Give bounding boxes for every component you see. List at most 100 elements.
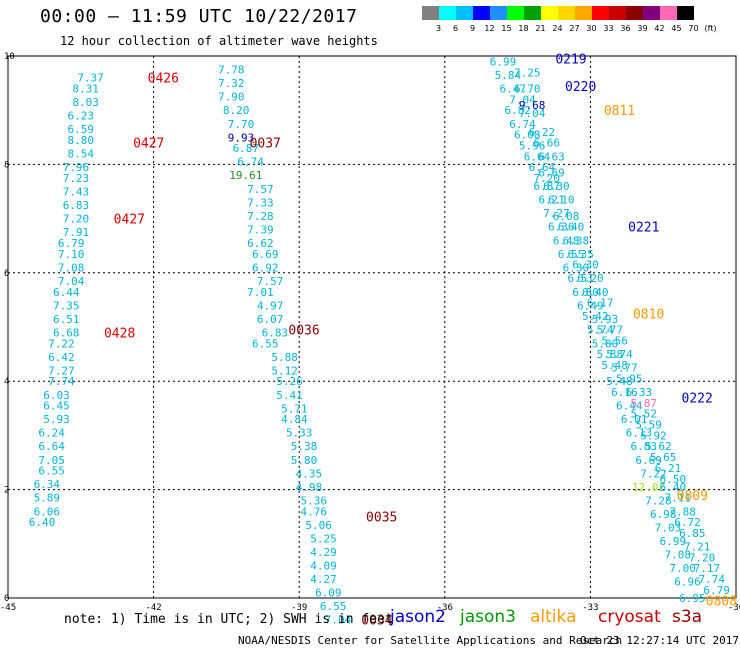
scale-label: (ft) (704, 24, 717, 33)
scale-swatch (626, 6, 643, 20)
wave-height-value: 5.93 (592, 313, 619, 326)
wave-height-value: 6.44 (616, 400, 643, 413)
satellite-altika-label: altika (530, 607, 577, 627)
wave-height-value: 6.79 (58, 237, 85, 250)
scale-label: 12 (484, 24, 495, 33)
scale-swatch (575, 6, 592, 20)
wave-height-value: 6.13 (626, 427, 653, 440)
wave-height-value: 5.62 (645, 440, 672, 453)
scale-swatch (439, 6, 456, 20)
wave-height-value: 7.04 (519, 107, 546, 120)
generated-timestamp: Oct 23 12:27:14 UTC 2017 (580, 634, 739, 647)
wave-height-value: 5.84 (495, 69, 522, 82)
wave-height-value: 5.93 (43, 413, 70, 426)
chart-title: 00:00 – 11:59 UTC 10/22/2017 (40, 6, 358, 27)
wave-height-value: 19.61 (229, 169, 262, 182)
scale-label: 70 (688, 24, 699, 33)
wave-height-value: 5.95 (616, 372, 643, 385)
wave-height-value: 6.21 (655, 462, 682, 475)
scale-label: 21 (535, 24, 546, 33)
scale-label: 45 (671, 24, 682, 33)
wave-height-value: 4.09 (310, 559, 337, 572)
wave-height-value: 5.74 (587, 324, 614, 337)
wave-height-value: 7.28 (247, 210, 274, 223)
wave-height-value: 5.65 (650, 451, 677, 464)
wave-height-value: 5.56 (601, 335, 628, 348)
wave-height-value: 5.06 (305, 519, 332, 532)
wave-height-value: 6.79 (703, 584, 730, 597)
wave-height-value: 6.06 (34, 505, 61, 518)
wave-height-value: 6.42 (48, 351, 75, 364)
scale-label: 9 (469, 24, 476, 33)
scale-swatch (677, 6, 694, 20)
wave-height-value: 5.88 (271, 351, 298, 364)
wave-height-value: 5.42 (582, 310, 609, 323)
wave-height-value: 5.36 (301, 494, 328, 507)
wave-height-value: 6.44 (53, 286, 80, 299)
wave-height-value: 6.59 (68, 123, 95, 136)
wave-height-value: 6.07 (257, 313, 284, 326)
pass-time-label: 0810 (633, 307, 664, 322)
scale-label: 42 (654, 24, 665, 33)
wave-height-value: 7.04 (58, 275, 85, 288)
wave-height-value: 5.48 (601, 359, 628, 372)
wave-height-value: 7.43 (63, 186, 90, 199)
x-tick-label: -33 (582, 603, 598, 613)
wave-height-value: 5.71 (281, 402, 308, 415)
wave-height-value: 5.89 (34, 492, 61, 505)
y-tick-label: 10 (4, 52, 15, 62)
wave-height-value: 5.41 (276, 389, 303, 402)
wave-height-value: 7.57 (257, 275, 284, 288)
wave-height-value: 6.33 (626, 386, 653, 399)
wave-height-value: 5.26 (276, 375, 303, 388)
wave-height-value: 6.70 (514, 83, 541, 96)
wave-height-value: 5.59 (635, 419, 662, 432)
wave-height-value: 6.83 (631, 440, 658, 453)
wave-height-value: 7.23 (63, 172, 90, 185)
wave-height-value: 6.40 (558, 221, 585, 234)
y-tick-label: 4 (4, 377, 9, 387)
wave-height-value: 5.80 (592, 337, 619, 350)
scale-swatch (456, 6, 473, 20)
footer-note: note: 1) Time is in UTC; 2) SWH is in fe… (64, 612, 393, 627)
wave-height-value: 6.40 (582, 286, 609, 299)
wave-height-value: 7.90 (218, 91, 245, 104)
wave-height-value: 6.63 (538, 150, 565, 163)
pass-time-label: 0809 (677, 489, 708, 504)
scale-label: 39 (637, 24, 648, 33)
wave-height-value: 6.01 (621, 413, 648, 426)
wave-height-value: 6.48 (553, 234, 580, 247)
pass-time-label: 0036 (288, 324, 319, 339)
scale-swatch (592, 6, 609, 20)
wave-height-value: 7.27 (543, 207, 570, 220)
wave-height-value: 5.25 (310, 532, 337, 545)
y-tick-label: 2 (4, 486, 9, 496)
satellite-s3a-label: s3a (672, 607, 703, 627)
scale-label: 36 (620, 24, 631, 33)
scale-swatch (490, 6, 507, 20)
scale-label: 18 (518, 24, 529, 33)
wave-height-value: 6.68 (53, 326, 80, 339)
wave-height-value: 6.98 (650, 508, 677, 521)
wave-height-value: 7.57 (247, 183, 274, 196)
y-tick-label: 8 (4, 160, 9, 170)
wave-height-value: 6.55 (252, 337, 279, 350)
satellite-cryosat-label: cryosat (598, 607, 661, 627)
wave-height-value: 5.96 (519, 139, 546, 152)
wave-height-value: 6.83 (262, 326, 289, 339)
wave-height-value: 6.35 (567, 248, 594, 261)
wave-height-value: 8.54 (68, 148, 95, 161)
wave-height-value: 9.93 (228, 131, 255, 144)
wave-height-value: 6.92 (252, 261, 279, 274)
wave-height-value: 7.27 (48, 364, 75, 377)
scale-label: 30 (586, 24, 597, 33)
wave-height-value: 7.11 (665, 492, 692, 505)
wave-height-value: 5.52 (631, 408, 658, 421)
wave-height-value: 7.00 (669, 562, 696, 575)
wave-height-value: 7.74 (698, 573, 725, 586)
pass-time-label: 0221 (628, 221, 659, 236)
pass-time-label: 0811 (604, 104, 635, 119)
credit-text: NOAA/NESDIS Center for Satellite Applica… (238, 634, 623, 647)
scale-label: 3 (435, 24, 442, 33)
